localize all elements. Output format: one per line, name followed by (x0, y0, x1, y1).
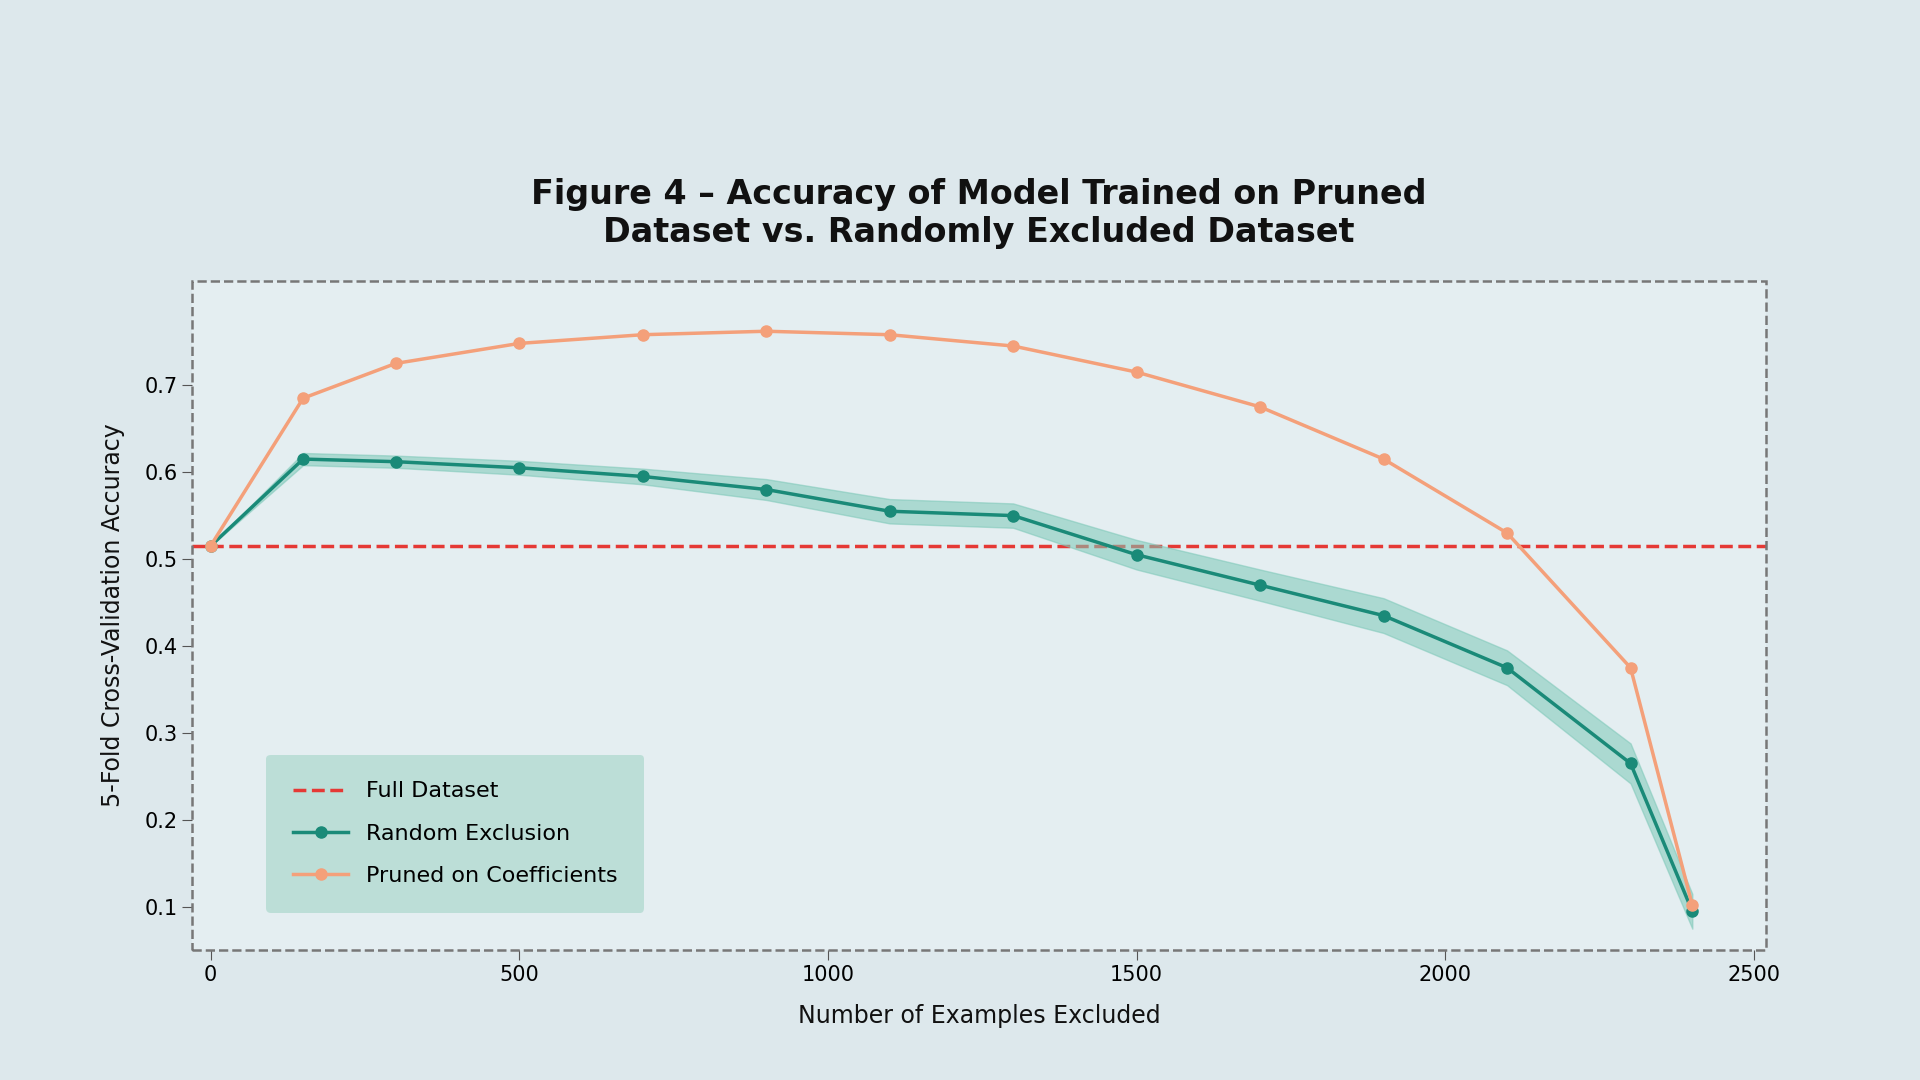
Legend: Full Dataset, Random Exclusion, Pruned on Coefficients: Full Dataset, Random Exclusion, Pruned o… (267, 755, 645, 913)
Pruned on Coefficients (1125, 366, 1148, 379)
Pruned on Coefficients (1373, 453, 1396, 465)
Pruned on Coefficients (1619, 661, 1642, 674)
Pruned on Coefficients (632, 328, 655, 341)
Title: Figure 4 – Accuracy of Model Trained on Pruned
Dataset vs. Randomly Excluded Dat: Figure 4 – Accuracy of Model Trained on … (532, 178, 1427, 248)
X-axis label: Number of Examples Excluded: Number of Examples Excluded (799, 1004, 1160, 1028)
Pruned on Coefficients (507, 337, 530, 350)
Random Exclusion (384, 455, 407, 468)
Pruned on Coefficients (1248, 401, 1271, 414)
Pruned on Coefficients (877, 328, 900, 341)
Random Exclusion (1002, 509, 1025, 522)
Pruned on Coefficients (1496, 527, 1519, 540)
Random Exclusion (1125, 549, 1148, 562)
Random Exclusion (1619, 757, 1642, 770)
Random Exclusion (755, 483, 778, 496)
Line: Pruned on Coefficients: Pruned on Coefficients (205, 326, 1697, 910)
Random Exclusion (877, 504, 900, 517)
Random Exclusion (292, 453, 315, 465)
Random Exclusion (200, 540, 223, 553)
Pruned on Coefficients (1002, 339, 1025, 352)
Pruned on Coefficients (755, 325, 778, 338)
Pruned on Coefficients (292, 392, 315, 405)
Random Exclusion (1248, 579, 1271, 592)
Pruned on Coefficients (384, 356, 407, 369)
Random Exclusion (507, 461, 530, 474)
Line: Random Exclusion: Random Exclusion (205, 454, 1697, 917)
Random Exclusion (1680, 905, 1703, 918)
Random Exclusion (1496, 661, 1519, 674)
Pruned on Coefficients (200, 540, 223, 553)
Pruned on Coefficients (1680, 899, 1703, 912)
Random Exclusion (1373, 609, 1396, 622)
Y-axis label: 5-Fold Cross-Validation Accuracy: 5-Fold Cross-Validation Accuracy (100, 423, 125, 808)
Random Exclusion (632, 470, 655, 483)
